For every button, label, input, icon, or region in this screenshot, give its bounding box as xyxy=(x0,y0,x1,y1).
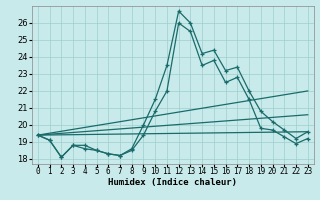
X-axis label: Humidex (Indice chaleur): Humidex (Indice chaleur) xyxy=(108,178,237,187)
